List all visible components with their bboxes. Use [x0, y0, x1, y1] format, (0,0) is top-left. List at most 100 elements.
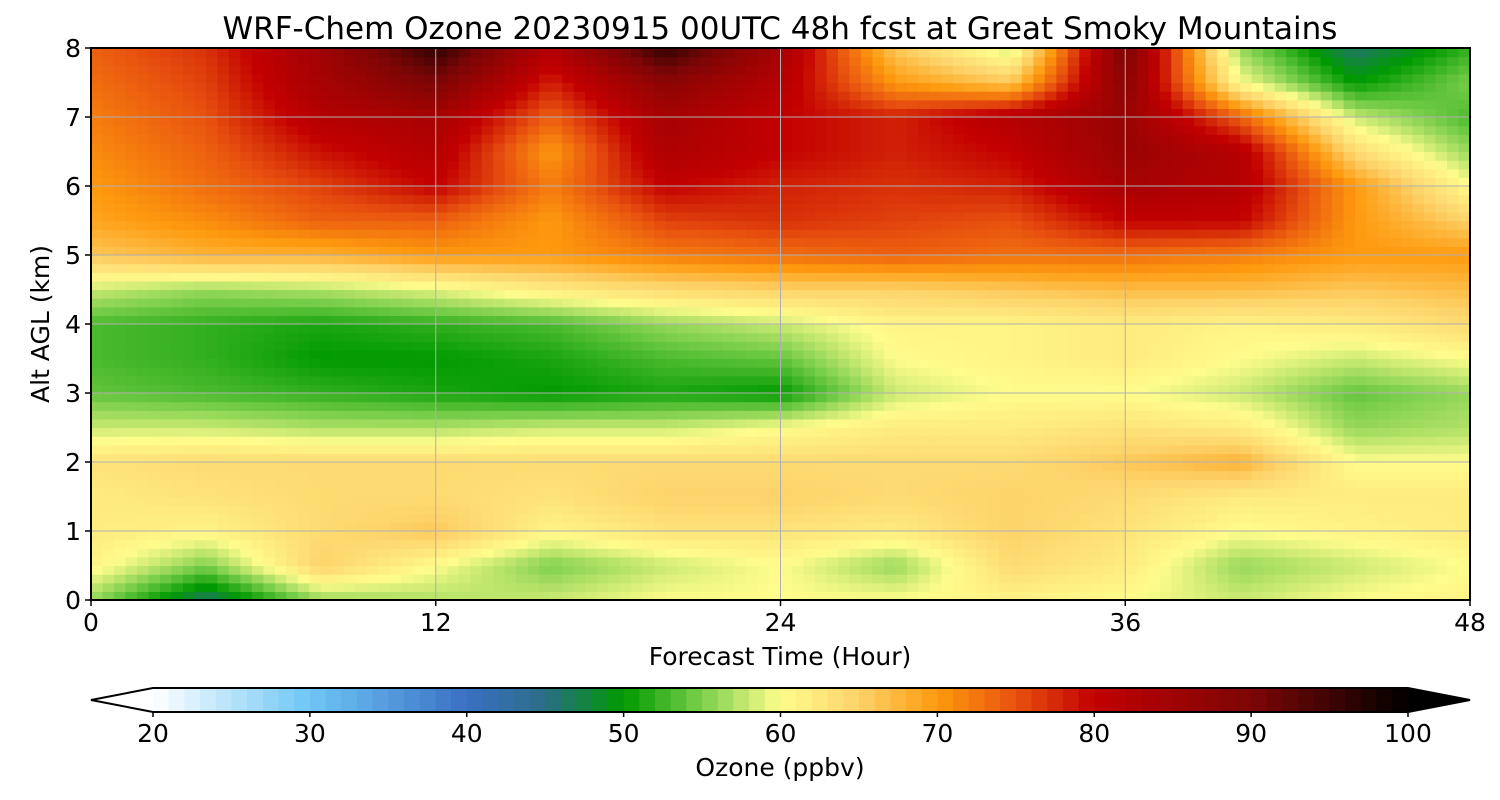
heatmap-cell [780, 436, 793, 446]
heatmap-cell [297, 505, 310, 515]
heatmap-cell [125, 341, 138, 351]
heatmap-cell [343, 289, 356, 299]
heatmap-cell [1435, 315, 1448, 325]
heatmap-cell [1033, 272, 1046, 282]
heatmap-cell [952, 263, 965, 273]
heatmap-cell [585, 349, 598, 360]
heatmap-cell [493, 384, 506, 394]
heatmap-cell [240, 358, 253, 368]
heatmap-cell [1447, 531, 1460, 541]
heatmap-cell [918, 436, 931, 446]
heatmap-cell [1067, 418, 1080, 429]
heatmap-cell [952, 453, 965, 463]
heatmap-cell [527, 306, 540, 316]
heatmap-cell [1102, 332, 1115, 342]
heatmap-cell [677, 324, 690, 334]
heatmap-cell [1274, 453, 1287, 463]
heatmap-cell [1412, 384, 1425, 394]
heatmap-cell [964, 487, 977, 498]
heatmap-cell [941, 358, 954, 368]
heatmap-cell [355, 582, 368, 592]
heatmap-cell [182, 539, 196, 549]
heatmap-cell [182, 444, 196, 454]
heatmap-cell [941, 384, 954, 394]
heatmap-cell [562, 401, 575, 411]
heatmap-cell [803, 341, 816, 351]
heatmap-cell [1240, 384, 1253, 394]
heatmap-cell [1343, 444, 1356, 454]
heatmap-cell [1033, 280, 1046, 291]
heatmap-cell [516, 375, 529, 385]
heatmap-cell [504, 548, 517, 558]
heatmap-cell [1412, 401, 1425, 411]
heatmap-cell [654, 513, 667, 523]
heatmap-cell [516, 487, 529, 498]
heatmap-cell [757, 280, 770, 291]
heatmap-cell [1021, 298, 1034, 308]
heatmap-cell [941, 324, 954, 334]
heatmap-cell [1010, 367, 1023, 377]
heatmap-cell [1113, 496, 1126, 506]
heatmap-cell [1136, 582, 1149, 592]
heatmap-cell [1435, 505, 1448, 515]
heatmap-cell [872, 410, 885, 420]
heatmap-cell [1044, 513, 1057, 523]
heatmap-cell [975, 436, 988, 446]
heatmap-cell [1263, 367, 1276, 377]
heatmap-cell [205, 367, 219, 377]
heatmap-cell [596, 548, 609, 558]
heatmap-cell [723, 513, 736, 523]
heatmap-cell [412, 324, 425, 334]
heatmap-cell [217, 324, 230, 334]
heatmap-cell [320, 418, 333, 429]
heatmap-cell [1355, 349, 1368, 360]
heatmap-cell [769, 349, 782, 360]
heatmap-cell [803, 349, 816, 360]
heatmap-cell [366, 444, 379, 454]
heatmap-cell [401, 315, 414, 325]
heatmap-cell [1113, 453, 1126, 463]
heatmap-cell [1148, 272, 1161, 282]
heatmap-cell [987, 289, 1000, 299]
heatmap-cell [1067, 444, 1080, 454]
heatmap-cell [872, 531, 885, 541]
heatmap-cell [1389, 591, 1402, 600]
heatmap-cell [1194, 453, 1207, 463]
heatmap-cell [527, 522, 540, 532]
heatmap-cell [1067, 522, 1080, 532]
heatmap-cell [964, 332, 977, 342]
heatmap-cell [562, 375, 575, 385]
heatmap-cell [470, 237, 483, 247]
heatmap-cell [998, 324, 1011, 334]
heatmap-cell [136, 539, 150, 549]
heatmap-cell [102, 462, 115, 472]
heatmap-cell [378, 237, 391, 247]
heatmap-cell [780, 462, 793, 472]
heatmap-cell [1021, 462, 1034, 472]
heatmap-cell [619, 444, 632, 454]
heatmap-cell [1217, 410, 1230, 420]
heatmap-cell [1194, 539, 1207, 549]
heatmap-cell [723, 531, 736, 541]
heatmap-cell [1251, 496, 1264, 506]
heatmap-cell [447, 324, 460, 334]
heatmap-cell [136, 574, 150, 584]
heatmap-cell [1217, 315, 1230, 325]
heatmap-cell [136, 410, 150, 420]
heatmap-cell [1044, 306, 1057, 316]
heatmap-cell [1366, 496, 1379, 506]
heatmap-cell [401, 332, 414, 342]
heatmap-cell [1010, 496, 1023, 506]
heatmap-cell [654, 548, 667, 558]
heatmap-cell [677, 263, 690, 273]
heatmap-cell [309, 496, 322, 506]
heatmap-cell [1056, 263, 1069, 273]
heatmap-cell [516, 436, 529, 446]
heatmap-cell [1309, 427, 1322, 437]
heatmap-cell [182, 255, 196, 265]
heatmap-cell [941, 539, 954, 549]
heatmap-cell [573, 479, 586, 489]
heatmap-cell [791, 358, 805, 368]
heatmap-cell [504, 444, 517, 454]
heatmap-cell [91, 436, 104, 446]
